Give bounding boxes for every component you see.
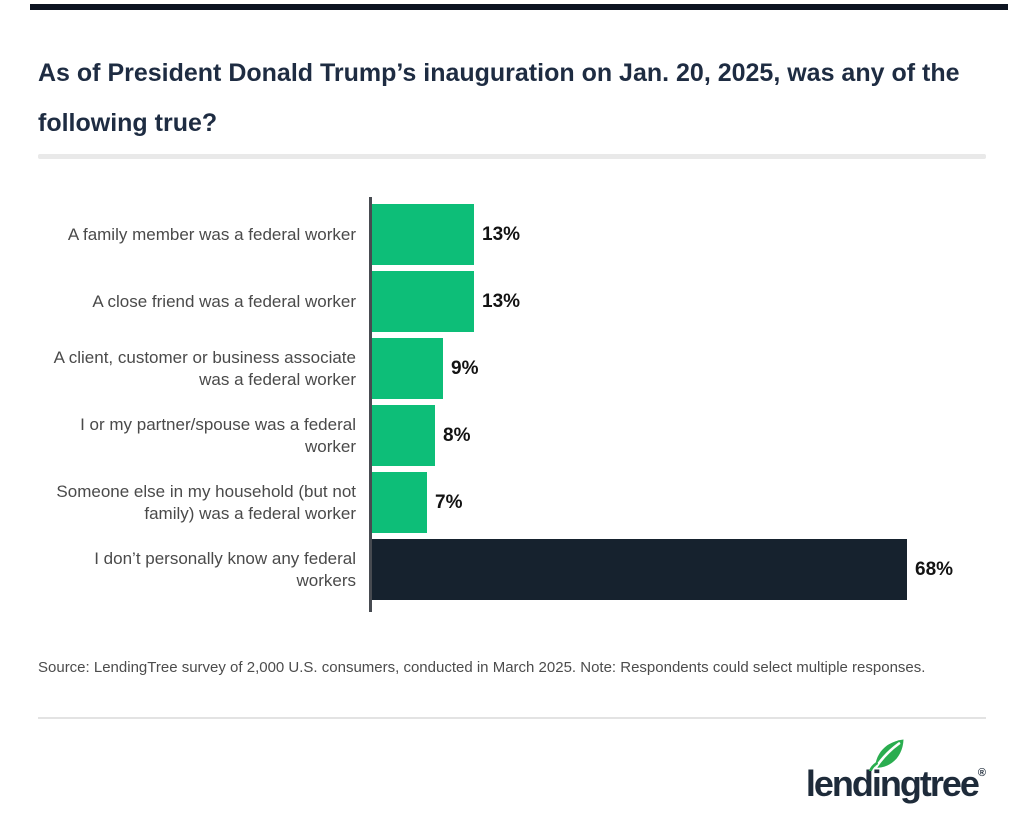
lendingtree-logo: lendingtree®: [806, 737, 986, 805]
bar: [372, 204, 474, 265]
bar-chart-rows: A family member was a federal worker 13%…: [38, 204, 986, 600]
bar-category-label: A close friend was a federal worker: [92, 291, 356, 311]
bar-row: A client, customer or business associate…: [38, 338, 986, 399]
bar-zone: 8%: [369, 405, 986, 466]
bar: [372, 539, 907, 600]
bar-row: Someone else in my household (but not fa…: [38, 472, 986, 533]
registered-trademark-symbol: ®: [977, 767, 986, 779]
bar-zone: 68%: [369, 539, 986, 600]
logo-container: lendingtree®: [38, 737, 986, 805]
bar-value-label: 7%: [435, 491, 463, 513]
bar-value-label: 13%: [482, 223, 521, 245]
bar-zone: 7%: [369, 472, 986, 533]
bar: [372, 338, 443, 399]
bar-category-label: Someone else in my household (but not fa…: [56, 481, 356, 523]
bar-category-label: A family member was a federal worker: [67, 224, 356, 244]
chart-axis-line: [369, 197, 372, 612]
bar-category-label: I don’t personally know any federal work…: [94, 548, 356, 590]
bar-category-label: A client, customer or business associate…: [53, 347, 356, 389]
footer-divider: [38, 717, 986, 719]
chart-title: As of President Donald Trump’s inaugurat…: [38, 59, 960, 137]
bar-value-label: 13%: [482, 290, 521, 312]
bar-category-label: I or my partner/spouse was a federal wor…: [80, 414, 356, 456]
bar-row: I or my partner/spouse was a federal wor…: [38, 405, 986, 466]
source-note: Source: LendingTree survey of 2,000 U.S.…: [38, 659, 926, 676]
content-area: As of President Donald Trump’s inaugurat…: [0, 48, 1024, 805]
logo-wordmark: lendingtree: [805, 763, 980, 804]
bar-row: I don’t personally know any federal work…: [38, 539, 986, 600]
bar: [372, 472, 427, 533]
bar-value-label: 8%: [443, 424, 471, 446]
bar-zone: 9%: [369, 338, 986, 399]
bar: [372, 405, 435, 466]
bar-value-label: 9%: [451, 357, 479, 379]
bar-zone: 13%: [369, 271, 986, 332]
title-divider: [38, 154, 986, 159]
bar-row: A close friend was a federal worker 13%: [38, 271, 986, 332]
bar-zone: 13%: [369, 204, 986, 265]
leaf-icon: [868, 739, 904, 771]
bar-row: A family member was a federal worker 13%: [38, 204, 986, 265]
top-border-rule: [30, 4, 1008, 10]
bar-value-label: 68%: [915, 558, 954, 580]
bar: [372, 271, 474, 332]
bar-chart: A family member was a federal worker 13%…: [38, 197, 986, 612]
